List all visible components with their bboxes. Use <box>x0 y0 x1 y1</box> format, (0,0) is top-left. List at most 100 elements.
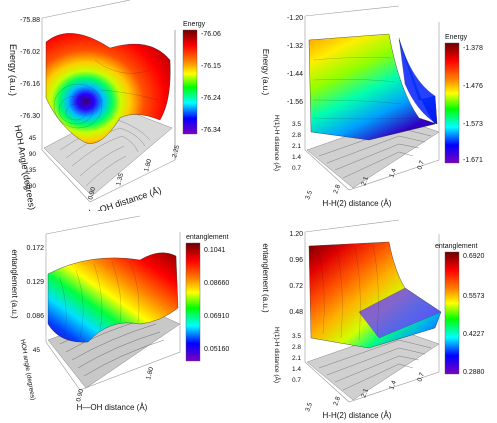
chart-3-x-tick-1: 1.80 <box>145 366 155 380</box>
chart-1-y-tick-1: 90 <box>29 151 37 158</box>
chart-3-z-label: entanglement (a.u.) <box>10 249 19 319</box>
chart-4-y-tick-4: 0.7 <box>292 377 301 384</box>
chart-4-y-label: H(1)-H distance (Å) <box>273 327 282 383</box>
chart-4-frame <box>304 219 440 403</box>
chart-2-y-tick-2: 2.1 <box>292 143 301 150</box>
chart-2-y-tick-4: 0.7 <box>292 165 301 172</box>
chart-1-x-tick-2: 1.80 <box>143 158 153 172</box>
chart-2-svg: -1.20 -1.32 -1.44 -1.56 Energy (a.u.) 3.… <box>261 5 483 208</box>
chart-4-cb-tick-3: 0.2880 <box>463 369 485 376</box>
chart-panel-1: -75.88 -76.02 -76.16 -76.30 Energy (a.u.… <box>0 0 248 211</box>
chart-1-cb-tick-0: -76.06 <box>201 31 221 38</box>
chart-4-x-tick-3: 1.4 <box>388 379 398 390</box>
chart-2-y-tick-0: 3.5 <box>292 121 301 128</box>
chart-2-x-tick-1: 2.8 <box>332 183 342 194</box>
chart-4-y-tick-2: 2.1 <box>292 355 301 362</box>
chart-2-cb-tick-1: -1.476 <box>463 83 483 90</box>
chart-4-surface-fold <box>358 287 442 339</box>
chart-2-colorbar-title: Energy <box>445 34 468 41</box>
chart-1-z-label: Energy (a.u.) <box>8 44 18 96</box>
chart-2-x-tick-4: 0.7 <box>416 159 426 170</box>
chart-2-z-label: Energy (a.u.) <box>261 49 270 96</box>
chart-4-cb-tick-1: 0.5573 <box>463 293 485 300</box>
chart-1-colorbar <box>182 29 198 135</box>
chart-2-cb-tick-2: -1.573 <box>463 121 483 128</box>
chart-4-cb-tick-0: 0.6920 <box>463 253 485 260</box>
chart-3-frame <box>45 215 181 391</box>
chart-2-y-label: H(1)-H distance (Å) <box>273 115 282 171</box>
chart-4-svg: 1.20 0.96 0.72 0.48 entanglement (a.u.) … <box>261 219 485 420</box>
chart-3-y-tick-0: 45 <box>33 347 41 354</box>
chart-1-z-tick-3: -76.30 <box>20 113 40 120</box>
chart-4-x-label: H-H(2) distance (Å) <box>323 411 392 420</box>
chart-1-z-tick-0: -75.88 <box>20 17 40 24</box>
chart-2-y-tick-3: 1.4 <box>292 154 301 161</box>
chart-4-y-tick-1: 2.8 <box>292 344 301 351</box>
chart-4-colorbar-title: entanglement <box>435 243 477 250</box>
chart-4-colorbar <box>444 251 460 375</box>
chart-1-y-tick-2: 135 <box>25 167 36 174</box>
chart-4-cb-tick-2: 0.4227 <box>463 331 485 338</box>
chart-3-cb-tick-1: 0.08660 <box>204 280 229 287</box>
chart-1-x-tick-1: 1.35 <box>115 172 125 186</box>
chart-2-surface-contours <box>312 57 414 120</box>
chart-4-z-tick-3: 0.48 <box>289 309 303 316</box>
chart-1-x-tick-0: 0.90 <box>87 186 97 200</box>
chart-3-colorbar <box>185 242 201 362</box>
chart-1-surface <box>45 33 171 144</box>
chart-3-cb-tick-3: 0.05160 <box>204 346 229 353</box>
chart-3-x-tick-0: 0.90 <box>75 388 85 402</box>
chart-2-colorbar <box>444 42 460 164</box>
chart-2-z-tick-1: -1.32 <box>287 43 303 50</box>
chart-1-cb-tick-1: -76.15 <box>201 63 221 70</box>
chart-1-svg: -75.88 -76.02 -76.16 -76.30 Energy (a.u.… <box>8 0 221 211</box>
chart-4-z-tick-2: 0.72 <box>289 283 303 290</box>
chart-2-x-tick-0: 3.5 <box>304 189 314 200</box>
chart-4-z-tick-1: 0.96 <box>289 257 303 264</box>
chart-3-cb-tick-2: 0.06910 <box>204 313 229 320</box>
chart-4-x-tick-2: 2.1 <box>360 387 370 398</box>
chart-1-surface-contours <box>53 59 159 129</box>
chart-2-surface-wall <box>398 37 438 125</box>
chart-3-z-tick-1: 0.129 <box>26 279 44 286</box>
chart-3-cb-tick-0: 0.1041 <box>204 247 226 254</box>
chart-2-x-tick-3: 1.4 <box>388 167 398 178</box>
chart-3-svg: 0.172 0.129 0.086 entanglement (a.u.) 45… <box>10 215 229 412</box>
chart-2-x-tick-2: 2.1 <box>360 175 370 186</box>
chart-1-colorbar-title: Energy <box>183 21 206 28</box>
chart-1-y-tick-0: 45 <box>29 135 37 142</box>
chart-4-z-tick-0: 1.20 <box>289 231 303 238</box>
chart-2-z-tick-0: -1.20 <box>287 15 303 22</box>
chart-4-y-tick-0: 3.5 <box>292 333 301 340</box>
chart-4-x-tick-4: 0.7 <box>416 371 426 382</box>
chart-3-z-tick-0: 0.172 <box>26 245 44 252</box>
chart-panel-4: 1.20 0.96 0.72 0.48 entanglement (a.u.) … <box>249 212 497 423</box>
chart-4-contour-lines <box>318 339 432 391</box>
chart-2-x-label: H-H(2) distance (Å) <box>323 199 392 208</box>
chart-2-z-tick-2: -1.44 <box>287 71 303 78</box>
chart-2-frame <box>304 5 440 191</box>
chart-4-surface-contours <box>318 245 379 341</box>
chart-3-x-label: H—OH distance (Å) <box>77 403 148 412</box>
chart-2-cb-tick-0: -1.378 <box>463 45 483 52</box>
chart-panel-2: -1.20 -1.32 -1.44 -1.56 Energy (a.u.) 3.… <box>249 0 497 211</box>
chart-panel-3: 0.172 0.129 0.086 entanglement (a.u.) 45… <box>0 212 248 423</box>
chart-1-cb-tick-3: -76.34 <box>201 127 221 134</box>
chart-3-z-tick-2: 0.086 <box>26 313 44 320</box>
chart-2-cb-tick-3: -1.671 <box>463 157 483 164</box>
chart-1-y-tick-3: 180 <box>25 183 36 190</box>
chart-4-x-tick-0: 3.5 <box>304 401 314 412</box>
chart-1-cb-tick-2: -76.24 <box>201 95 221 102</box>
chart-1-x-tick-3: 2.25 <box>171 144 181 158</box>
chart-1-frame <box>41 0 176 203</box>
chart-1-z-tick-1: -76.02 <box>20 49 40 56</box>
chart-4-x-tick-1: 2.8 <box>332 395 342 406</box>
chart-2-y-tick-1: 2.8 <box>292 132 301 139</box>
chart-1-z-tick-2: -76.16 <box>20 81 40 88</box>
chart-2-z-tick-3: -1.56 <box>287 99 303 106</box>
chart-3-surface <box>47 252 179 343</box>
chart-3-surface-contours <box>59 261 140 339</box>
chart-3-colorbar-title: entanglement <box>186 234 228 241</box>
chart-4-y-tick-3: 1.4 <box>292 366 301 373</box>
chart-4-z-label: entanglement (a.u.) <box>261 243 270 313</box>
